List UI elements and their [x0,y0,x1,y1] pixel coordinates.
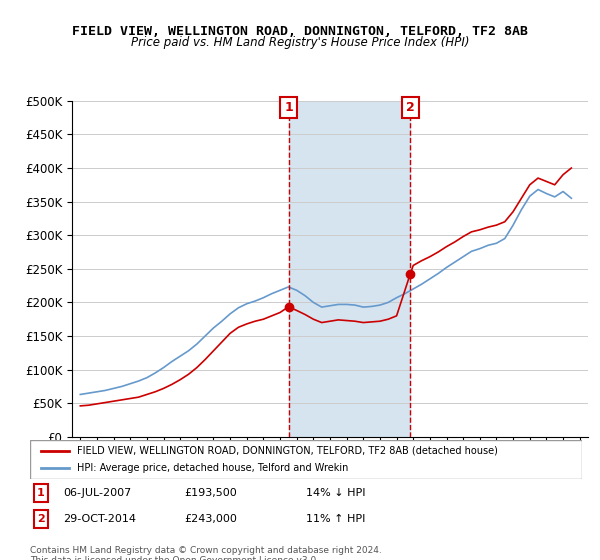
Text: £193,500: £193,500 [185,488,238,498]
Text: 29-OCT-2014: 29-OCT-2014 [63,515,136,524]
Text: 2: 2 [37,515,45,524]
FancyBboxPatch shape [34,510,48,529]
Text: FIELD VIEW, WELLINGTON ROAD, DONNINGTON, TELFORD, TF2 8AB (detached house): FIELD VIEW, WELLINGTON ROAD, DONNINGTON,… [77,446,498,456]
Text: £243,000: £243,000 [185,515,238,524]
FancyBboxPatch shape [30,440,582,479]
Text: 06-JUL-2007: 06-JUL-2007 [63,488,131,498]
Text: 1: 1 [37,488,45,498]
Text: Contains HM Land Registry data © Crown copyright and database right 2024.
This d: Contains HM Land Registry data © Crown c… [30,546,382,560]
Text: HPI: Average price, detached house, Telford and Wrekin: HPI: Average price, detached house, Telf… [77,463,348,473]
Bar [289,101,410,437]
Text: 14% ↓ HPI: 14% ↓ HPI [306,488,365,498]
FancyBboxPatch shape [34,484,48,502]
Text: 2: 2 [406,101,415,114]
Text: 1: 1 [284,101,293,114]
Text: Price paid vs. HM Land Registry's House Price Index (HPI): Price paid vs. HM Land Registry's House … [131,36,469,49]
Text: FIELD VIEW, WELLINGTON ROAD, DONNINGTON, TELFORD, TF2 8AB: FIELD VIEW, WELLINGTON ROAD, DONNINGTON,… [72,25,528,38]
Text: 11% ↑ HPI: 11% ↑ HPI [306,515,365,524]
